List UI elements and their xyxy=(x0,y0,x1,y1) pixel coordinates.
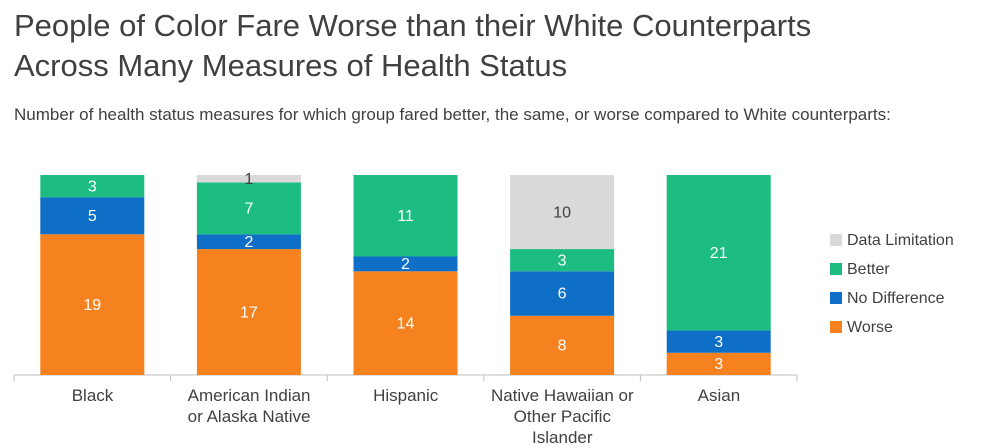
chart-title: People of Color Fare Worse than their Wh… xyxy=(14,8,812,83)
bar-segment xyxy=(196,249,301,375)
data-label: 19 xyxy=(83,297,101,314)
bar-segment xyxy=(40,197,145,235)
bar-segment xyxy=(666,330,771,353)
bar-segment xyxy=(353,175,458,257)
data-label: 21 xyxy=(710,245,728,262)
bar-segment xyxy=(510,175,615,250)
legend-swatch xyxy=(830,234,842,246)
bar-segment xyxy=(510,249,615,272)
legend-swatch xyxy=(830,292,842,304)
x-tick-label: Asian xyxy=(697,386,741,405)
data-label: 6 xyxy=(558,286,567,303)
data-label: 3 xyxy=(714,356,723,373)
bar-segment xyxy=(353,256,458,272)
data-label: 7 xyxy=(244,201,253,218)
bar-segment xyxy=(40,234,145,375)
data-label: 2 xyxy=(244,234,253,251)
data-label: 3 xyxy=(558,252,567,269)
data-label: 5 xyxy=(88,208,97,225)
data-label: 8 xyxy=(558,338,567,355)
bar-segment xyxy=(196,234,301,250)
legend-swatch xyxy=(830,263,842,275)
legend-label: Data Limitation xyxy=(847,232,954,249)
bar-segment xyxy=(196,175,301,183)
bar-segment xyxy=(666,175,771,331)
bar-segment xyxy=(666,352,771,375)
legend-label: No Difference xyxy=(847,290,945,307)
data-label: 10 xyxy=(553,204,571,221)
bar-segment xyxy=(510,271,615,316)
data-label: 3 xyxy=(714,334,723,351)
data-label: 2 xyxy=(401,256,410,273)
data-label: 1 xyxy=(244,171,253,188)
bar-segment xyxy=(510,315,615,375)
chart-subtitle: Number of health status measures for whi… xyxy=(14,105,891,124)
bar-segment xyxy=(196,182,301,235)
legend-label: Better xyxy=(847,261,890,278)
x-tick-label: American Indian or Alaska Native xyxy=(187,386,311,426)
page: People of Color Fare Worse than their Wh… xyxy=(13,8,954,447)
legend-swatch xyxy=(830,321,842,333)
x-tick-label: Black xyxy=(71,386,114,405)
x-tick-label: Hispanic xyxy=(373,386,439,405)
bar-segment xyxy=(40,175,145,198)
data-label: 3 xyxy=(88,178,97,195)
data-label: 11 xyxy=(397,208,414,225)
chart: 19 5 3 17 2 7 1 14 2 11 8 6 3 10 3 3 21 Worse No Differenc… xyxy=(13,171,954,381)
bar-segment xyxy=(353,271,458,375)
x-tick-label: Native Hawaiian or Other Pacific Islande… xyxy=(490,386,634,447)
legend-label: Worse xyxy=(847,319,893,336)
data-label: 14 xyxy=(397,315,415,332)
data-label: 17 xyxy=(240,304,258,321)
